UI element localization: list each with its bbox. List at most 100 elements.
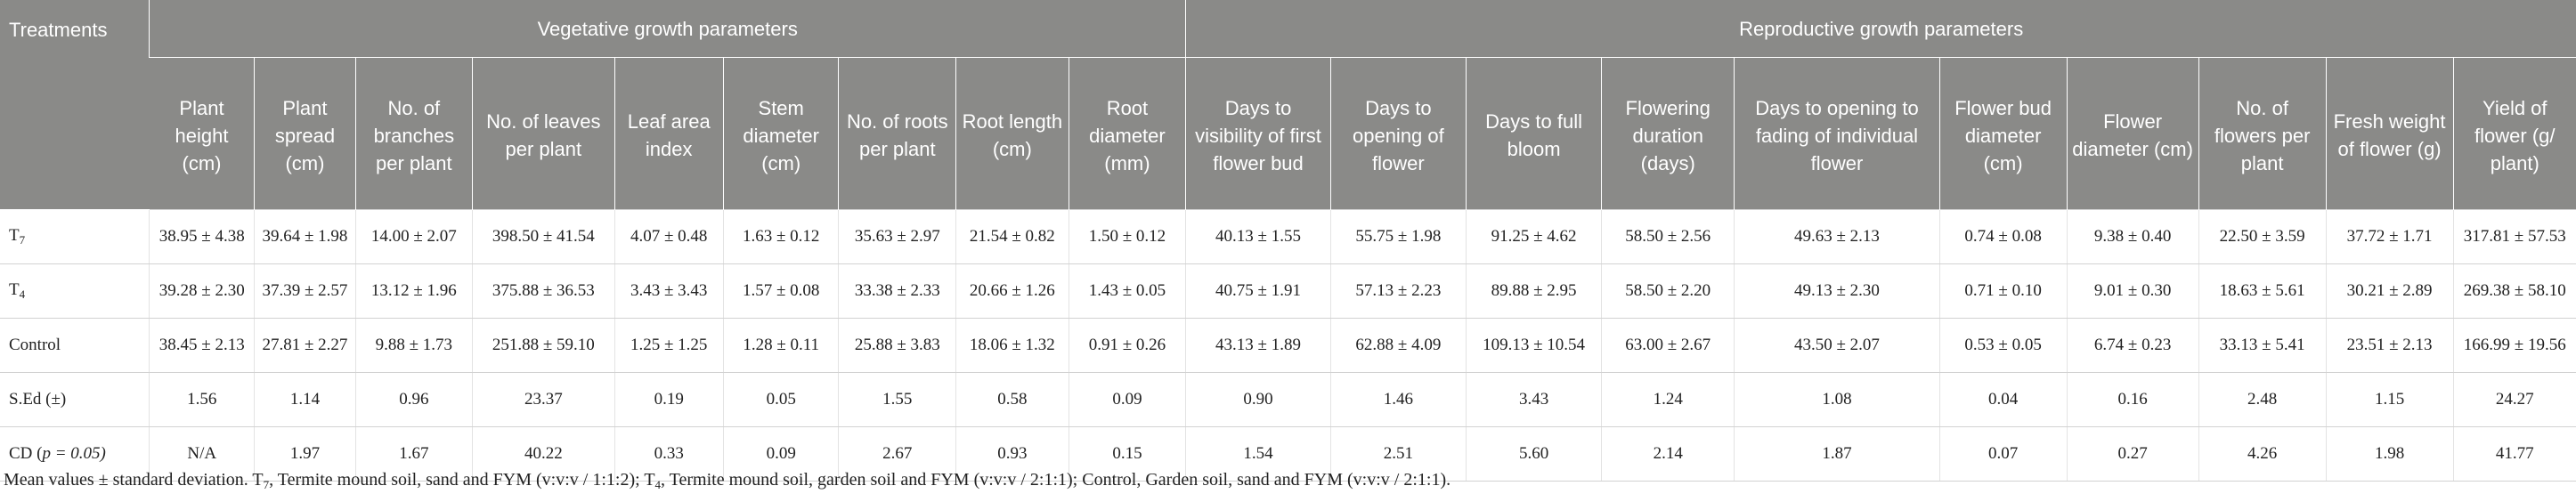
table-cell: 18.63 ± 5.61 — [2198, 263, 2327, 319]
column-header: Days to visibility of first flower bud — [1185, 57, 1331, 210]
table-header: Treatments Vegetative growth parameters … — [0, 0, 2576, 210]
table-cell: 63.00 ± 2.67 — [1601, 318, 1735, 373]
table-cell: 1.50 ± 0.12 — [1068, 209, 1186, 264]
table-cell: 375.88 ± 36.53 — [472, 263, 615, 319]
column-header: Days to opening of flower — [1329, 57, 1467, 210]
table-cell: 0.07 — [1938, 426, 2068, 482]
table-cell: 1.14 — [254, 372, 356, 427]
table-cell: 39.28 ± 2.30 — [149, 263, 255, 319]
table-cell: 5.60 — [1465, 426, 1602, 482]
table-cell: 58.50 ± 2.56 — [1601, 209, 1735, 264]
table-cell: 1.25 ± 1.25 — [614, 318, 724, 373]
table-row: CD (p = 0.05) N/A 1.97 1.67 40.22 0.33 0.09 2.6… — [0, 426, 2576, 482]
reproductive-group-header: Reproductive growth parameters — [1185, 0, 2576, 58]
table-cell: 0.58 — [955, 372, 1069, 427]
table-row: S.Ed (±) 1.56 1.14 0.96 23.37 0.19 0.05 1.55 0.5… — [0, 372, 2576, 427]
table-cell: 1.98 — [2325, 426, 2454, 482]
table-cell: 2.14 — [1601, 426, 1735, 482]
treatment-label: T7 — [0, 209, 150, 264]
table-cell: 24.27 — [2452, 372, 2576, 427]
table-cell: 33.38 ± 2.33 — [838, 263, 956, 319]
column-header: No. of flowers per plant — [2198, 57, 2327, 210]
table-cell: 0.90 — [1185, 372, 1331, 427]
column-header: Root length (cm) — [955, 57, 1069, 210]
table-cell: 40.75 ± 1.91 — [1185, 263, 1331, 319]
column-header: Days to opening to fading of individual … — [1734, 57, 1940, 210]
table-cell: 43.13 ± 1.89 — [1185, 318, 1331, 373]
table-cell: 49.63 ± 2.13 — [1734, 209, 1940, 264]
table-row: T4 39.28 ± 2.30 37.39 ± 2.57 13.12 ± 1.96 37… — [0, 263, 2576, 319]
table-cell: 0.96 — [354, 372, 473, 427]
table-cell: 21.54 ± 0.82 — [955, 209, 1069, 264]
footnote-subscript: 7 — [263, 478, 270, 491]
treatment-label-text: S.Ed (±) — [9, 390, 67, 409]
table-cell: 25.88 ± 3.83 — [838, 318, 956, 373]
table-cell: 14.00 ± 2.07 — [354, 209, 473, 264]
treatment-label-text: Control — [9, 336, 61, 354]
table-cell: 38.45 ± 2.13 — [149, 318, 255, 373]
table-cell: 22.50 ± 3.59 — [2198, 209, 2327, 264]
table-row: Control 38.45 ± 2.13 27.81 ± 2.27 9.88 ± 1.… — [0, 318, 2576, 373]
table-cell: 2.48 — [2198, 372, 2327, 427]
treatment-label: T4 — [0, 263, 150, 319]
table-cell: 398.50 ± 41.54 — [472, 209, 615, 264]
table-cell: 30.21 ± 2.89 — [2325, 263, 2454, 319]
table-cell: 0.91 ± 0.26 — [1068, 318, 1186, 373]
footnote-text: , Termite mound soil, garden soil and FY… — [661, 470, 1451, 490]
table-cell: 37.72 ± 1.71 — [2325, 209, 2454, 264]
table-cell: 0.71 ± 0.10 — [1938, 263, 2068, 319]
table-cell: 0.33 — [614, 426, 724, 482]
table-cell: 1.97 — [254, 426, 356, 482]
table-cell: 55.75 ± 1.98 — [1329, 209, 1467, 264]
table-cell: 269.38 ± 58.10 — [2452, 263, 2576, 319]
table-cell: 23.51 ± 2.13 — [2325, 318, 2454, 373]
footnote-text: Mean values ± standard deviation. T — [4, 470, 264, 490]
table-cell: 49.13 ± 2.30 — [1734, 263, 1940, 319]
table-cell: 40.22 — [472, 426, 615, 482]
table-cell: 3.43 — [1465, 372, 1602, 427]
table-cell: 251.88 ± 59.10 — [472, 318, 615, 373]
vegetative-group-header: Vegetative growth parameters — [149, 0, 1186, 58]
table-cell: 166.99 ± 19.56 — [2452, 318, 2576, 373]
table-cell: 39.64 ± 1.98 — [254, 209, 356, 264]
table-cell: 3.43 ± 3.43 — [614, 263, 724, 319]
table-cell: 1.24 — [1601, 372, 1735, 427]
footnote-subscript: 4 — [654, 478, 662, 491]
column-header: Flower bud diameter (cm) — [1938, 57, 2068, 210]
table-cell: 23.37 — [472, 372, 615, 427]
column-header: Stem diameter (cm) — [722, 57, 839, 210]
treatment-label-italic: p = 0.05) — [42, 444, 106, 463]
table-cell: 27.81 ± 2.27 — [254, 318, 356, 373]
table-cell: 58.50 ± 2.20 — [1601, 263, 1735, 319]
treatment-label-text: CD ( — [9, 444, 43, 463]
table-cell: 0.16 — [2066, 372, 2199, 427]
treatment-label-text: T — [9, 280, 20, 299]
table-cell: 0.15 — [1068, 426, 1186, 482]
table-cell: 1.15 — [2325, 372, 2454, 427]
table-cell: 2.67 — [838, 426, 956, 482]
table-cell: 0.05 — [722, 372, 839, 427]
treatment-label-text: T — [9, 226, 20, 245]
footnote-text: , Termite mound soil, sand and FYM (v:v:… — [269, 470, 655, 490]
table-cell: 1.56 — [149, 372, 255, 427]
table-cell: 317.81 ± 57.53 — [2452, 209, 2576, 264]
column-header: Flowering duration (days) — [1601, 57, 1735, 210]
table-cell: 43.50 ± 2.07 — [1734, 318, 1940, 373]
table-cell: 0.04 — [1938, 372, 2068, 427]
column-header: Flower diameter (cm) — [2066, 57, 2199, 210]
table-cell: 89.88 ± 2.95 — [1465, 263, 1602, 319]
table-cell: 33.13 ± 5.41 — [2198, 318, 2327, 373]
table-cell: 38.95 ± 4.38 — [149, 209, 255, 264]
table-cell: 1.46 — [1329, 372, 1467, 427]
data-table: Treatments Vegetative growth parameters … — [0, 0, 2576, 482]
table-cell: 9.38 ± 0.40 — [2066, 209, 2199, 264]
table-cell: 20.66 ± 1.26 — [955, 263, 1069, 319]
table-cell: 0.53 ± 0.05 — [1938, 318, 2068, 373]
treatment-label-subscript: 4 — [19, 287, 26, 301]
table-cell: 40.13 ± 1.55 — [1185, 209, 1331, 264]
treatment-label: Control — [0, 318, 150, 373]
table-cell: 1.43 ± 0.05 — [1068, 263, 1186, 319]
table-cell: 4.26 — [2198, 426, 2327, 482]
table-cell: 9.88 ± 1.73 — [354, 318, 473, 373]
table-cell: 1.28 ± 0.11 — [722, 318, 839, 373]
